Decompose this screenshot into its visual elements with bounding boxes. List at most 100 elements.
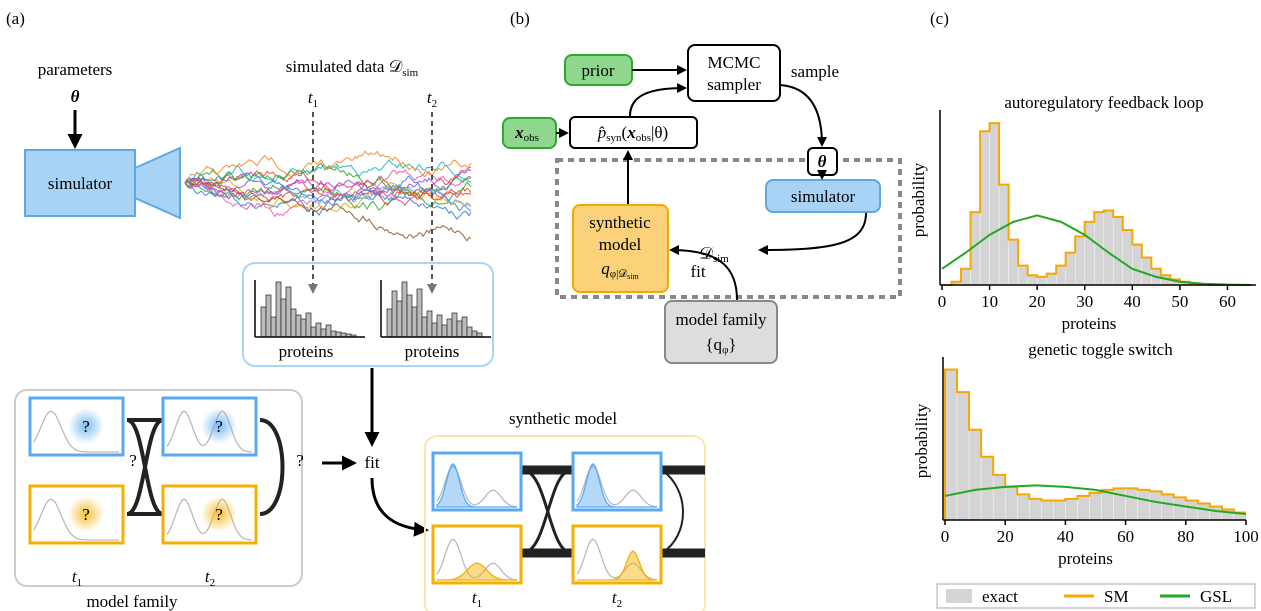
fit-label: fit [690,262,705,281]
mini-bar [321,329,326,337]
mini-bar [442,325,447,337]
unknown-label: ? [82,505,90,524]
model-family-label: model family [675,310,767,329]
connection [662,470,683,553]
x-tick-label: 40 [1124,292,1141,311]
bar [1138,490,1150,520]
text: x [514,123,524,142]
sampler-label: MCMC [708,53,761,72]
mini-bar [276,282,281,337]
x-tick-label: 10 [981,292,998,311]
bar [1210,506,1222,520]
model-family-cells: ?????? [30,398,304,543]
bar [1198,503,1210,520]
bar [1174,497,1186,520]
time-label: t1 [308,88,318,110]
subscript: sim [402,67,418,79]
bar [1150,491,1162,520]
bar [1123,230,1133,285]
mini-bar [306,313,311,337]
bar [1066,253,1076,285]
bar [1186,500,1198,520]
mini-bar [432,323,437,337]
text: {q [705,335,722,354]
mini-bar [281,299,286,337]
mini-bar [387,309,392,337]
bar [945,370,957,520]
mini-bar [392,291,397,337]
hist-label: proteins [279,342,334,361]
time-label: t1 [72,567,82,589]
mini-bar [326,325,331,337]
mini-bar [417,289,422,337]
panel-label: (a) [6,9,25,28]
y-axis-label: probability [909,162,928,237]
mini-bar [457,321,462,337]
unknown-label: ? [129,451,137,470]
x-tick-label: 60 [1219,292,1236,311]
x-axis-label: proteins [1058,549,1113,568]
theta: θ [71,87,80,106]
connection [260,420,283,514]
bar [1085,222,1095,285]
mini-bar [467,327,472,337]
y-axis-label: probability [912,403,931,478]
trajectories [185,151,471,241]
chart-title: autoregulatory feedback loop [1004,93,1203,112]
simulated-data-label: simulated data 𝒟sim [286,57,419,79]
bar [1075,236,1085,285]
unknown-label: ? [215,417,223,436]
arrow [780,85,822,145]
theta: θ [818,152,827,171]
bar [1065,499,1077,520]
time-label: t2 [612,588,622,610]
bar [1047,274,1057,285]
figure: (a) parameters θ simulator simulated dat… [0,0,1261,611]
mini-bar [296,315,301,337]
sampler-label: sampler [707,75,761,94]
bar [1089,493,1101,520]
bar [1018,266,1028,285]
mini-histograms [255,280,491,337]
x-tick-label: 80 [1177,527,1194,546]
legend-label: exact [982,587,1018,606]
bar [1162,494,1174,520]
mini-bar [286,287,291,337]
chart-title: genetic toggle switch [1028,340,1173,359]
mini-bar [311,327,316,337]
mini-bar [271,317,276,337]
bar [1053,500,1065,520]
time-label: t2 [205,567,215,589]
bar [980,131,990,285]
bar [1132,245,1142,285]
x-tick-label: 30 [1076,292,1093,311]
x-tick-label: 20 [1029,292,1046,311]
simulator-horn [135,148,180,218]
panel-c: (c) autoregulatory feedback loopprobabil… [909,9,1259,608]
x-tick-label: 50 [1171,292,1188,311]
legend-label: GSL [1200,587,1232,606]
unknown-label: ? [215,505,223,524]
mini-bar [407,295,412,337]
bar [961,269,971,285]
bar [957,392,969,520]
cell [573,526,661,583]
mini-bar [266,295,271,337]
subscript: syn [606,132,622,144]
bar [993,475,1005,520]
panel-a: (a) parameters θ simulator simulated dat… [6,9,705,611]
mini-bar [427,311,432,337]
subscript: 1 [77,577,83,589]
bar [1041,500,1053,520]
bar [999,185,1009,285]
bar [1037,277,1047,285]
bar [1005,487,1017,520]
bar [1056,266,1066,285]
simulator-label: simulator [791,187,856,206]
x-tick-label: 40 [1057,527,1074,546]
unknown-label: ? [82,417,90,436]
subscript: 2 [210,577,216,589]
arrow [760,213,866,250]
subscript: sim [627,272,639,281]
text: x [626,123,636,142]
